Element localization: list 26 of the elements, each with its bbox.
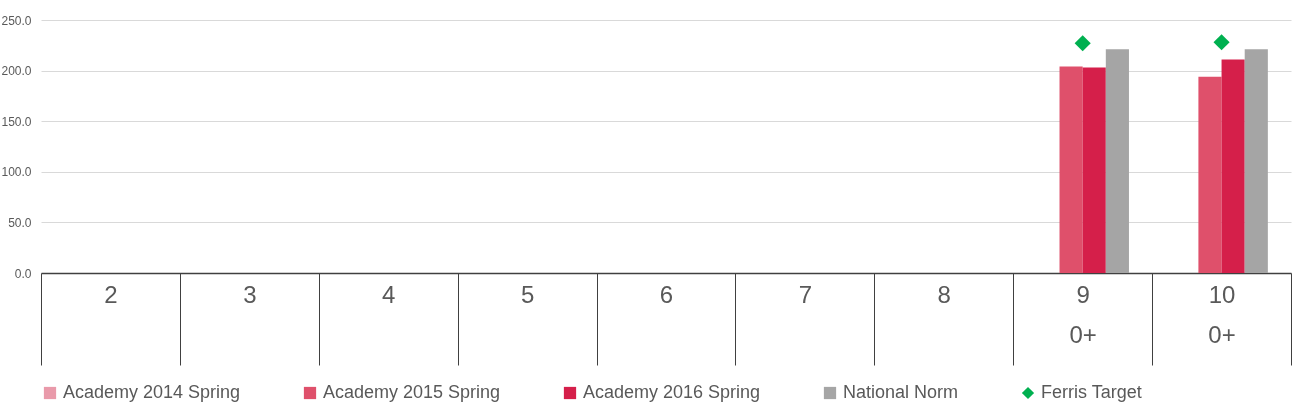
x-tick-label: 6 — [659, 280, 674, 308]
y-tick-label: 100.0 — [1, 165, 32, 180]
x-tick-label: 4 — [382, 280, 396, 308]
bar — [1082, 67, 1106, 273]
bar — [1221, 59, 1245, 273]
y-tick-label: 250.0 — [1, 13, 32, 28]
bar — [1059, 66, 1083, 273]
y-tick-label: 50.0 — [8, 215, 32, 230]
x-tick-label: 9 0+ — [1069, 280, 1097, 348]
y-tick-label: 200.0 — [1, 64, 32, 79]
x-tick-label: 2 — [104, 280, 118, 308]
x-tick-label: 5 — [520, 280, 535, 308]
y-tick-label: 0.0 — [14, 266, 32, 281]
bar — [1198, 76, 1222, 273]
bar — [1105, 49, 1129, 273]
x-tick-label: 3 — [243, 280, 257, 308]
bar — [1244, 49, 1268, 273]
legend-label: Ferris Target — [1041, 382, 1142, 402]
legend-label: Academy 2016 Spring — [583, 382, 761, 402]
x-tick-label: 8 — [937, 280, 951, 308]
legend-label: Academy 2014 Spring — [63, 382, 241, 402]
y-tick-label: 150.0 — [1, 114, 32, 129]
legend-label: Academy 2015 Spring — [323, 382, 501, 402]
x-tick-label: 10 0+ — [1208, 280, 1236, 348]
x-tick-label: 7 — [798, 280, 813, 308]
legend-label: National Norm — [843, 382, 959, 402]
